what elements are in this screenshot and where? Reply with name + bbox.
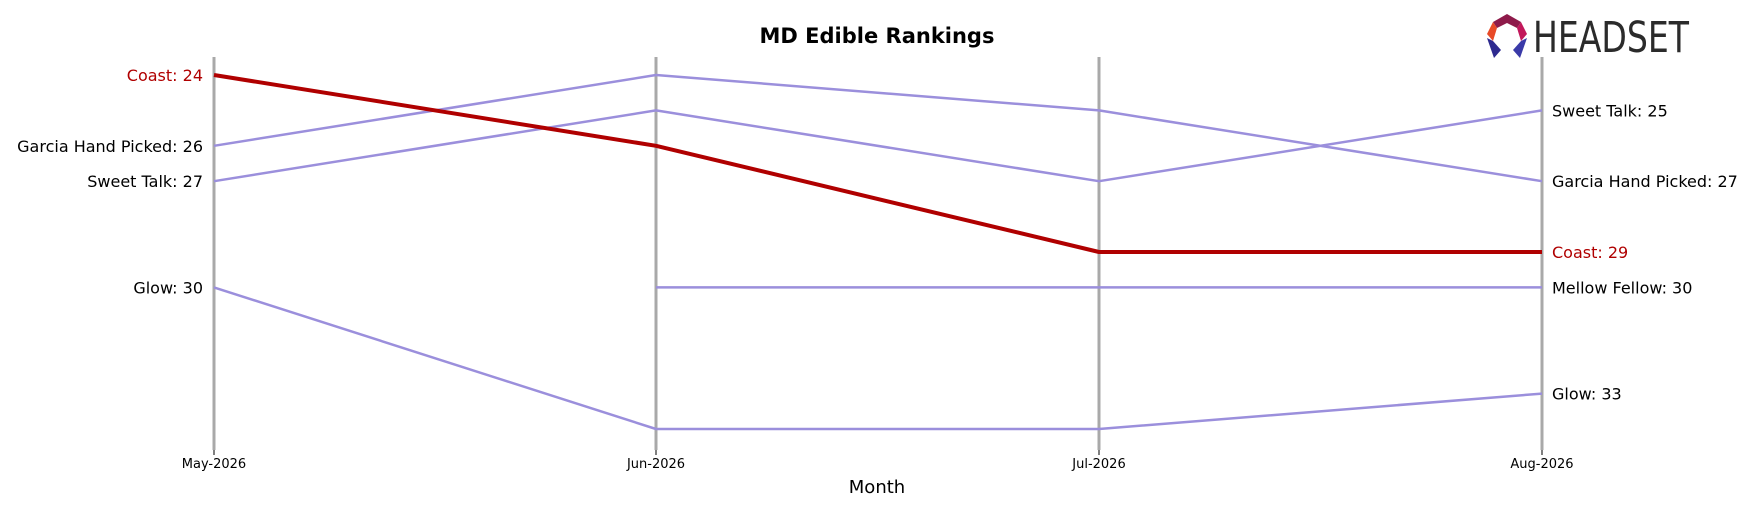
headset-logo-text: HEADSET: [1533, 13, 1690, 63]
series-labels: Coast: 24 Garcia Hand Picked: 26 Sweet Tal…: [17, 66, 1738, 404]
start-label-garcia-hand-picked: Garcia Hand Picked: 26: [17, 137, 203, 156]
x-tick-label: Aug-2026: [1510, 457, 1573, 472]
headset-logo: HEADSET: [1487, 13, 1690, 63]
x-tick-labels: May-2026 Jun-2026 Jul-2026 Aug-2026: [182, 457, 1574, 472]
start-label-sweet-talk: Sweet Talk: 27: [87, 172, 203, 191]
series-line-glow: [213, 286, 1543, 431]
x-axis-label: Month: [849, 477, 905, 498]
start-label-coast: Coast: 24: [127, 66, 203, 85]
headset-logo-icon: [1487, 14, 1527, 58]
month-axes: [212, 57, 1544, 455]
series-line-coast: [213, 73, 1542, 254]
end-label-glow: Glow: 33: [1552, 385, 1622, 404]
end-label-sweet-talk: Sweet Talk: 25: [1552, 101, 1668, 120]
chart-title: MD Edible Rankings: [760, 24, 995, 48]
x-tick-label: May-2026: [182, 457, 246, 472]
x-tick-label: Jun-2026: [626, 457, 685, 472]
end-label-mellow-fellow: Mellow Fellow: 30: [1552, 278, 1692, 297]
end-label-coast: Coast: 29: [1552, 243, 1628, 262]
start-label-glow: Glow: 30: [133, 278, 203, 297]
series-line-garcia-hand-picked: [213, 73, 1543, 183]
series-line-sweet-talk: [213, 109, 1543, 183]
series-lines: [213, 73, 1543, 431]
x-tick-label: Jul-2026: [1071, 457, 1125, 472]
end-label-garcia-hand-picked: Garcia Hand Picked: 27: [1552, 172, 1738, 191]
